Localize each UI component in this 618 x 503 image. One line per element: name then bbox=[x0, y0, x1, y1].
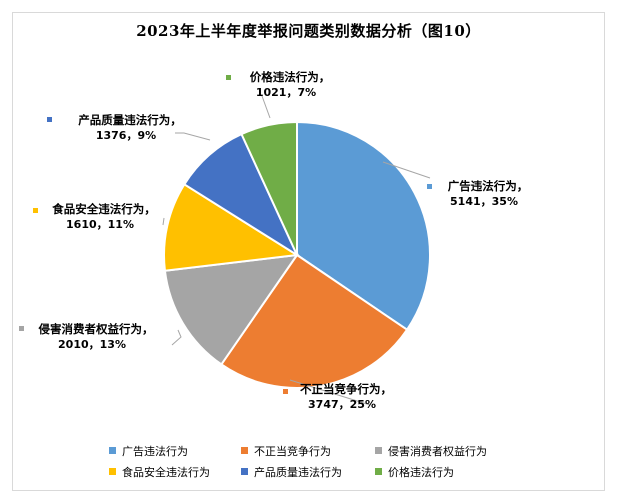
legend-label-food: 食品安全违法行为 bbox=[122, 465, 210, 479]
legend-label-consumer: 侵害消费者权益行为 bbox=[388, 444, 487, 458]
data-label-value-food: 1610，11% bbox=[66, 218, 134, 231]
leader-line-ad bbox=[382, 161, 431, 179]
data-label-value-consumer: 2010，13% bbox=[58, 338, 126, 351]
data-label-category-unfair: 不正当竞争行为， bbox=[300, 382, 392, 396]
data-label-category-consumer: 侵害消费者权益行为， bbox=[38, 322, 154, 336]
legend-swatch-product bbox=[241, 468, 248, 475]
legend-swatch-unfair bbox=[241, 447, 248, 454]
chart-title: 2023年上半年度举报问题类别数据分析（图10） bbox=[136, 22, 481, 40]
legend-swatch-ad bbox=[109, 447, 116, 454]
data-label-category-ad: 广告违法行为， bbox=[448, 179, 529, 193]
leader-line-consumer bbox=[171, 329, 182, 346]
leader-line-food bbox=[162, 217, 165, 226]
data-label-value-product: 1376，9% bbox=[96, 129, 156, 142]
data-label-category-price: 价格违法行为， bbox=[250, 70, 331, 84]
pie-slice-product bbox=[182, 132, 300, 258]
legend-swatch-consumer bbox=[375, 447, 382, 454]
pie-slice-price bbox=[240, 120, 298, 256]
legend-label-price: 价格违法行为 bbox=[388, 465, 454, 479]
data-label-marker-price bbox=[226, 75, 231, 80]
data-label-marker-unfair bbox=[283, 389, 288, 394]
data-label-marker-food bbox=[33, 208, 38, 213]
data-label-category-product: 产品质量违法行为， bbox=[78, 113, 182, 127]
leader-line-product bbox=[175, 132, 211, 141]
legend-label-product: 产品质量违法行为 bbox=[254, 465, 342, 479]
leader-line-price bbox=[261, 95, 271, 119]
legend-label-unfair: 不正当竞争行为 bbox=[254, 444, 331, 458]
data-label-value-ad: 5141，35% bbox=[450, 195, 518, 208]
data-label-marker-consumer bbox=[19, 326, 24, 331]
leader-line-unfair bbox=[289, 379, 371, 406]
pie-slice-unfair bbox=[219, 253, 409, 389]
pie-slice-ad bbox=[296, 120, 431, 332]
data-label-category-food: 食品安全违法行为， bbox=[52, 202, 156, 216]
legend-swatch-food bbox=[109, 468, 116, 475]
pie-slice-consumer bbox=[163, 253, 300, 366]
data-label-marker-ad bbox=[427, 184, 432, 189]
data-label-value-price: 1021，7% bbox=[256, 86, 316, 99]
legend-label-ad: 广告违法行为 bbox=[122, 444, 188, 458]
data-label-value-unfair: 3747，25% bbox=[308, 398, 376, 411]
pie-slice-food bbox=[163, 182, 300, 272]
data-label-marker-product bbox=[47, 117, 52, 122]
legend-swatch-price bbox=[375, 468, 382, 475]
